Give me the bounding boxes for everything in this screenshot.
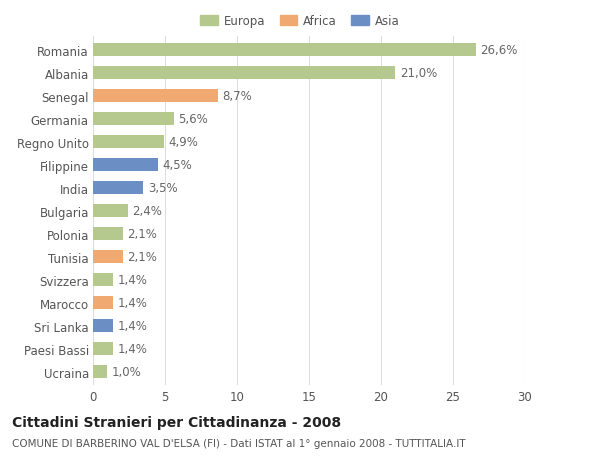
Bar	[93, 90, 218, 103]
Text: 8,7%: 8,7%	[223, 90, 253, 103]
Text: 26,6%: 26,6%	[481, 44, 518, 57]
Text: 1,4%: 1,4%	[118, 342, 148, 355]
Bar	[93, 365, 107, 378]
Text: 1,0%: 1,0%	[112, 365, 142, 378]
Bar	[93, 44, 476, 57]
Text: 4,9%: 4,9%	[168, 136, 198, 149]
Bar	[93, 274, 113, 286]
Text: 3,5%: 3,5%	[148, 182, 178, 195]
Text: COMUNE DI BARBERINO VAL D'ELSA (FI) - Dati ISTAT al 1° gennaio 2008 - TUTTITALIA: COMUNE DI BARBERINO VAL D'ELSA (FI) - Da…	[12, 438, 466, 448]
Text: 2,1%: 2,1%	[128, 228, 157, 241]
Text: 1,4%: 1,4%	[118, 297, 148, 309]
Bar	[93, 67, 395, 80]
Bar	[93, 182, 143, 195]
Bar	[93, 136, 164, 149]
Bar	[93, 113, 173, 126]
Bar	[93, 159, 158, 172]
Bar	[93, 205, 128, 218]
Text: 1,4%: 1,4%	[118, 274, 148, 286]
Text: 2,4%: 2,4%	[132, 205, 162, 218]
Text: 1,4%: 1,4%	[118, 319, 148, 332]
Text: Cittadini Stranieri per Cittadinanza - 2008: Cittadini Stranieri per Cittadinanza - 2…	[12, 415, 341, 429]
Legend: Europa, Africa, Asia: Europa, Africa, Asia	[198, 13, 402, 30]
Text: 5,6%: 5,6%	[178, 113, 208, 126]
Text: 4,5%: 4,5%	[162, 159, 192, 172]
Text: 21,0%: 21,0%	[400, 67, 437, 80]
Bar	[93, 251, 123, 263]
Bar	[93, 319, 113, 332]
Text: 2,1%: 2,1%	[128, 251, 157, 263]
Bar	[93, 297, 113, 309]
Bar	[93, 342, 113, 355]
Bar	[93, 228, 123, 241]
